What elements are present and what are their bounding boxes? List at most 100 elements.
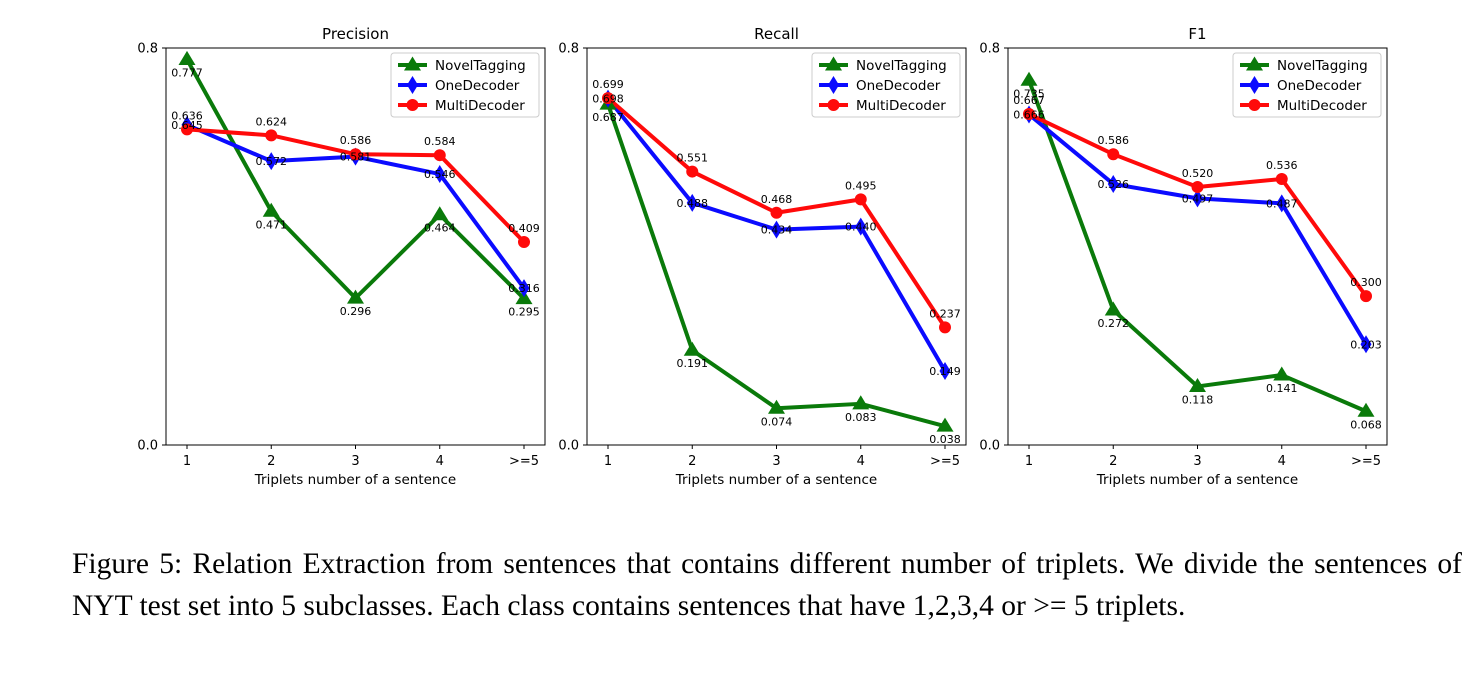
data-label: 0.468	[761, 193, 793, 206]
data-label: 0.083	[845, 411, 877, 424]
legend-marker	[407, 76, 418, 94]
data-label: 0.667	[1013, 94, 1045, 107]
data-point-onedecoder	[518, 279, 530, 298]
data-label: 0.149	[929, 365, 961, 378]
data-label: 0.440	[845, 221, 877, 234]
series-line-onedecoder	[1027, 112, 1368, 346]
chart-panel-3: F1 0.0 0.8 1 2 3 4 >=5 Triplets number of a sent…	[979, 25, 1388, 488]
x-tick-label: 4	[436, 454, 444, 469]
data-point-noveltagging	[1357, 402, 1375, 417]
data-point-multidecoder	[433, 149, 446, 162]
legend-label: MultiDecoder	[435, 98, 525, 114]
data-point-noveltagging	[1020, 71, 1038, 86]
data-point-onedecoder	[686, 193, 698, 212]
data-point-multidecoder	[1191, 180, 1204, 193]
data-label: 0.636	[171, 109, 203, 122]
x-tick-label: 2	[688, 454, 696, 469]
data-point-noveltagging	[936, 417, 954, 432]
x-tick-label: 1	[1025, 454, 1033, 469]
data-label: 0.586	[1098, 134, 1130, 147]
x-tick-label: 4	[1278, 454, 1286, 469]
data-point-multidecoder	[1360, 290, 1372, 303]
data-label: 0.074	[761, 415, 793, 428]
x-tick-label: >=5	[509, 454, 539, 469]
data-point-onedecoder	[1276, 194, 1288, 213]
data-point-onedecoder	[434, 165, 446, 184]
data-label: 0.624	[256, 115, 288, 128]
legend-marker	[1248, 99, 1261, 111]
legend-label: MultiDecoder	[1277, 98, 1367, 114]
data-point-multidecoder	[265, 129, 278, 142]
data-point-noveltagging	[431, 206, 449, 221]
legend: NovelTagging OneDecoder MultiDecoder	[811, 52, 961, 118]
x-tick-label: 3	[351, 454, 359, 469]
data-point-multidecoder	[770, 206, 783, 219]
data-label: 0.237	[929, 307, 961, 320]
series-line-noveltagging	[606, 103, 946, 429]
data-point-multidecoder	[518, 236, 530, 249]
legend: NovelTagging OneDecoder MultiDecoder	[1232, 52, 1382, 118]
data-label: 0.520	[1182, 167, 1214, 180]
data-label: 0.464	[424, 222, 456, 235]
data-label: 0.488	[677, 197, 709, 210]
data-label: 0.581	[340, 151, 372, 164]
chart-title: Precision	[322, 25, 389, 43]
data-label: 0.572	[256, 155, 288, 168]
legend-marker	[404, 56, 421, 71]
data-label: 0.546	[424, 168, 456, 181]
x-tick-label: 2	[1109, 454, 1117, 469]
y-tick-label: 0.0	[979, 439, 1000, 454]
data-label: 0.699	[592, 78, 624, 91]
data-point-multidecoder	[939, 321, 951, 334]
data-point-noveltagging	[347, 289, 364, 304]
y-tick-label: 0.8	[137, 42, 158, 57]
legend-marker	[828, 76, 839, 94]
data-label: 0.698	[592, 93, 624, 106]
legend-box	[1232, 52, 1382, 118]
data-point-onedecoder	[855, 217, 867, 236]
legend-label: NovelTagging	[1277, 58, 1368, 74]
data-label: 0.300	[1350, 276, 1382, 289]
legend-box	[390, 52, 540, 118]
data-point-multidecoder	[1275, 173, 1288, 186]
data-label: 0.536	[1266, 159, 1298, 172]
data-label: 0.296	[340, 305, 372, 318]
legend-label: OneDecoder	[1277, 78, 1362, 94]
data-point-onedecoder	[1192, 189, 1203, 208]
data-label: 0.497	[1182, 192, 1214, 205]
legend-label: NovelTagging	[856, 58, 947, 74]
data-label: 0.645	[171, 119, 203, 132]
figure-caption: Figure 5: Relation Extraction from sente…	[72, 548, 1462, 622]
data-label: 0.038	[929, 433, 961, 446]
legend: NovelTagging OneDecoder MultiDecoder	[390, 52, 540, 118]
series-line-noveltagging	[1027, 79, 1367, 414]
data-label: 0.141	[1266, 382, 1298, 395]
data-point-multidecoder	[854, 193, 867, 206]
x-axis-label: Triplets number of a sentence	[1096, 472, 1298, 488]
chart-title: Recall	[754, 25, 799, 43]
figure-charts: Precision 0.0 0.8 1 2 3 4 >=5 Triplets number of…	[137, 25, 1388, 488]
data-point-multidecoder	[181, 123, 193, 136]
legend-label: OneDecoder	[856, 78, 941, 94]
x-tick-label: 4	[857, 454, 865, 469]
data-point-noveltagging	[1189, 377, 1206, 392]
legend-marker	[827, 99, 840, 111]
x-tick-label: 3	[1193, 454, 1201, 469]
legend-marker	[406, 99, 419, 111]
y-tick-label: 0.0	[137, 439, 158, 454]
chart-title: F1	[1188, 25, 1206, 43]
data-label: 0.118	[1182, 393, 1214, 406]
x-tick-label: >=5	[1351, 454, 1381, 469]
data-point-noveltagging	[1104, 301, 1122, 316]
data-point-onedecoder	[265, 152, 277, 171]
x-axis-label: Triplets number of a sentence	[254, 472, 456, 488]
data-label: 0.584	[424, 135, 456, 148]
data-point-multidecoder	[349, 148, 362, 161]
x-tick-label: 3	[772, 454, 780, 469]
data-point-multidecoder	[602, 92, 614, 105]
data-label: 0.735	[1013, 87, 1045, 100]
x-tick-label: >=5	[930, 454, 960, 469]
data-label: 0.409	[508, 222, 540, 235]
data-label: 0.526	[1098, 178, 1130, 191]
y-tick-label: 0.0	[558, 439, 579, 454]
